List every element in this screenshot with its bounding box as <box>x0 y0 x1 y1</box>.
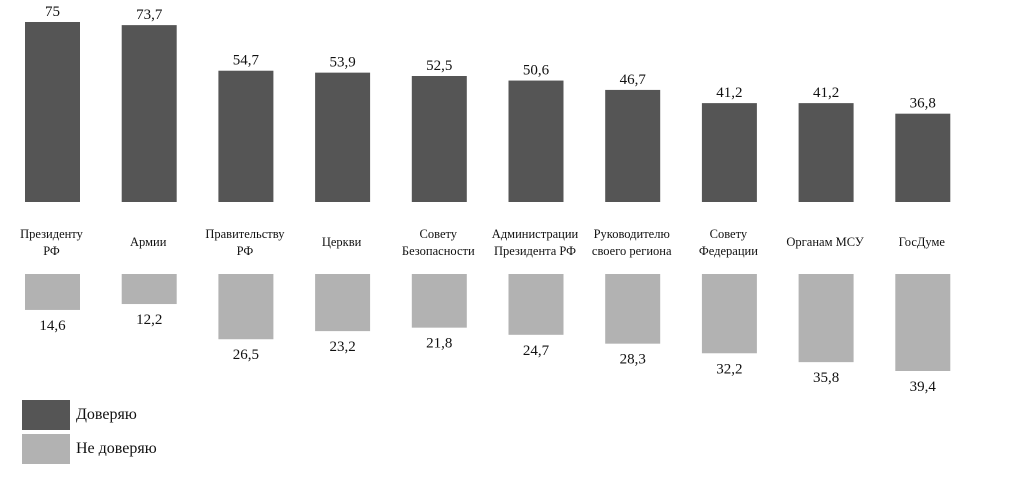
value-label-distrust: 35,8 <box>813 370 839 386</box>
value-label-trust: 46,7 <box>620 72 647 88</box>
bar-distrust <box>121 274 177 305</box>
value-label-trust: 41,2 <box>716 85 742 101</box>
bar-distrust <box>25 274 80 310</box>
value-label-distrust: 28,3 <box>620 352 646 368</box>
bar-distrust <box>411 274 467 328</box>
bar-trust <box>121 25 177 203</box>
bar-distrust <box>798 274 854 363</box>
category-label: Правительству РФ <box>205 227 285 258</box>
value-label-trust: 75 <box>45 4 60 20</box>
bar-trust <box>218 70 274 202</box>
bar-distrust <box>218 274 274 340</box>
category-label: Президенту РФ <box>20 227 84 258</box>
category-label: Совету Безопасности <box>402 227 475 258</box>
value-label-trust: 36,8 <box>910 96 936 112</box>
category-label: Церкви <box>322 235 362 249</box>
category-label: Органам МСУ <box>786 235 864 249</box>
bar-trust <box>411 76 467 202</box>
category-label: Совету Федерации <box>699 227 758 258</box>
value-label-trust: 41,2 <box>813 85 839 101</box>
category-label: Администрации Президента РФ <box>492 227 579 258</box>
bar-distrust <box>701 274 757 354</box>
value-label-distrust: 14,6 <box>39 318 66 334</box>
legend-label-distrust: Не доверяю <box>76 440 157 457</box>
bar-trust <box>605 89 661 202</box>
trust-bar-chart: 75 14,6 Президенту РФ 73,7 12,2 Армии 54,7 26,5 П… <box>20 4 951 395</box>
bar-trust <box>508 80 564 202</box>
legend-item-trust: Доверяю <box>22 400 157 430</box>
legend-label-trust: Доверяю <box>76 406 137 423</box>
chart-legend: Доверяю Не доверяю <box>22 400 157 468</box>
bar-trust <box>25 22 80 202</box>
value-label-distrust: 24,7 <box>523 343 550 359</box>
value-label-distrust: 21,8 <box>426 336 452 352</box>
bar-distrust <box>508 274 564 335</box>
bar-distrust <box>605 274 661 344</box>
value-label-trust: 50,6 <box>523 63 550 79</box>
value-label-trust: 73,7 <box>136 7 163 23</box>
bar-trust <box>798 103 854 202</box>
bar-trust <box>315 72 371 202</box>
value-label-trust: 53,9 <box>329 55 355 71</box>
value-label-distrust: 39,4 <box>910 379 937 395</box>
bar-distrust <box>895 274 951 371</box>
value-label-distrust: 23,2 <box>329 339 355 355</box>
value-label-distrust: 32,2 <box>716 361 742 377</box>
legend-item-distrust: Не доверяю <box>22 434 157 464</box>
bar-trust <box>701 103 757 202</box>
value-label-trust: 54,7 <box>233 53 260 69</box>
bar-distrust <box>315 274 371 332</box>
value-label-distrust: 26,5 <box>233 347 259 363</box>
value-label-trust: 52,5 <box>426 58 452 74</box>
value-label-distrust: 12,2 <box>136 312 162 328</box>
category-label: Армии <box>130 235 167 249</box>
category-label: ГосДуме <box>899 235 946 249</box>
bar-trust <box>895 113 951 202</box>
legend-swatch-trust <box>22 400 70 430</box>
legend-swatch-distrust <box>22 434 70 464</box>
category-label: Руководителю своего региона <box>592 227 672 258</box>
